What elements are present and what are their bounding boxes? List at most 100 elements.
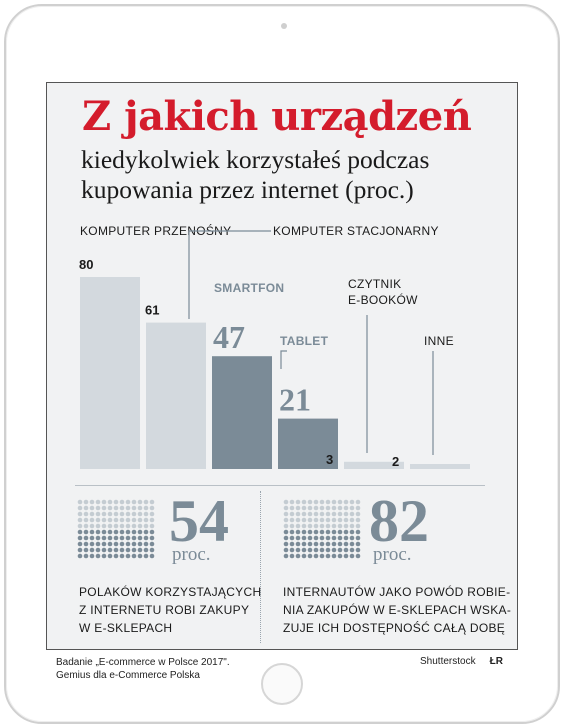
dot-mark [89,517,95,523]
dot-mark [107,541,113,547]
dot-mark [119,547,125,553]
dot-mark [313,505,319,511]
dot-mark [143,517,149,523]
dot-mark [125,529,131,535]
dot-mark [83,517,89,523]
dot-mark [131,505,137,511]
stat-value-2: 82 [369,488,429,554]
dot-mark [107,547,113,553]
dot-mark [337,553,343,559]
category-label-3: TABLET [280,334,329,348]
dot-mark [301,523,307,529]
dot-mark [313,499,319,505]
dot-mark [137,529,143,535]
dot-mark [295,553,301,559]
dot-mark [343,511,349,517]
dot-mark [101,499,107,505]
camera-icon [281,23,287,29]
dot-mark [343,499,349,505]
dot-mark [119,499,125,505]
dot-mark [337,547,343,553]
dot-mark [295,535,301,541]
dot-mark [343,505,349,511]
dot-mark [95,541,101,547]
dot-mark [95,535,101,541]
dot-mark [301,529,307,535]
dot-mark [149,505,155,511]
stat-text-1-line: W E-SKLEPACH [79,621,173,635]
dot-mark [101,541,107,547]
dot-grid-icon-right [283,499,361,559]
subtitle-line-2: kupowania przez internet (proc.) [81,175,414,204]
dot-mark [331,529,337,535]
dot-mark [301,553,307,559]
dot-mark [137,517,143,523]
dot-mark [83,523,89,529]
dot-mark [107,529,113,535]
dot-mark [301,517,307,523]
dot-mark [101,535,107,541]
value-label-5: 2 [392,454,399,469]
dot-mark [119,529,125,535]
dot-mark [283,499,289,505]
dot-mark [113,553,119,559]
dot-mark [137,499,143,505]
dot-mark [355,547,361,553]
subtitle-line-1: kiedykolwiek korzystałeś podczas [81,145,430,174]
credits: Shutterstock ŁR [420,656,503,667]
dot-mark [83,541,89,547]
dot-mark [301,505,307,511]
dot-mark [113,511,119,517]
dot-mark [301,535,307,541]
dot-mark [113,529,119,535]
dot-mark [149,547,155,553]
dot-mark [83,499,89,505]
dot-mark [77,535,83,541]
dot-mark [355,517,361,523]
dot-mark [343,541,349,547]
dot-mark [125,523,131,529]
dot-mark [337,511,343,517]
value-label-1: 61 [145,303,159,318]
dot-mark [77,553,83,559]
dot-mark [295,499,301,505]
dot-mark [337,505,343,511]
dot-mark [343,517,349,523]
dot-mark [83,511,89,517]
dot-mark [343,523,349,529]
dot-mark [301,511,307,517]
dot-mark [95,499,101,505]
dot-mark [283,529,289,535]
dot-mark [343,547,349,553]
dot-mark [95,505,101,511]
dot-mark [343,529,349,535]
dot-mark [355,523,361,529]
dot-mark [131,511,137,517]
stat-text-1: POLAKÓW KORZYSTAJĄCYCH Z INTERNETU ROBI … [79,583,261,637]
home-button[interactable] [261,663,303,705]
dot-mark [95,547,101,553]
dot-mark [77,547,83,553]
dot-mark [343,553,349,559]
dot-mark [89,499,95,505]
dot-mark [143,529,149,535]
dot-mark [355,553,361,559]
section-divider [75,485,485,486]
dot-mark [131,547,137,553]
dot-mark [113,505,119,511]
dot-mark [295,541,301,547]
dot-mark [307,511,313,517]
dot-mark [289,523,295,529]
category-label-1: KOMPUTER STACJONARNY [273,224,439,238]
dot-mark [283,535,289,541]
dot-grid-icon-left [77,499,155,559]
dot-mark [125,499,131,505]
publisher-logo: ŁR [489,656,503,667]
dot-mark [149,535,155,541]
dot-mark [149,529,155,535]
bar-4 [344,461,404,469]
dot-mark [283,547,289,553]
dot-mark [89,523,95,529]
dot-mark [149,511,155,517]
dot-mark [331,547,337,553]
